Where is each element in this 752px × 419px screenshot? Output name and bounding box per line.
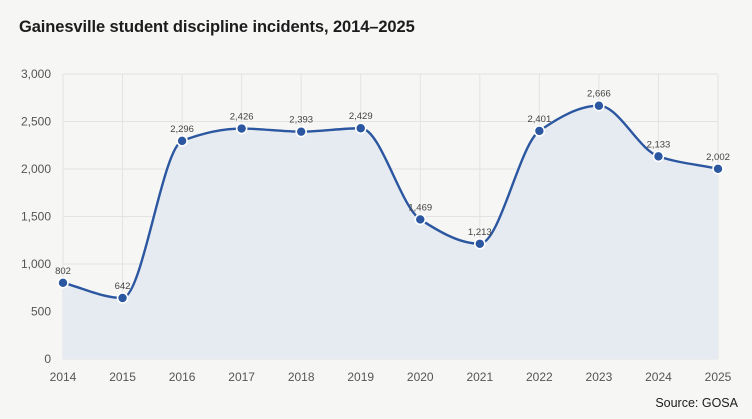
x-tick-label: 2015 xyxy=(109,370,136,384)
data-label: 2,296 xyxy=(170,124,194,135)
y-tick-label: 1,000 xyxy=(21,257,51,271)
x-tick-label: 2018 xyxy=(288,370,315,384)
x-tick-label: 2014 xyxy=(50,370,77,384)
data-label: 2,401 xyxy=(527,114,551,125)
data-point xyxy=(235,122,248,135)
data-point xyxy=(712,163,724,175)
x-tick-label: 2024 xyxy=(645,370,672,384)
x-tick-label: 2017 xyxy=(228,370,255,384)
data-label: 2,393 xyxy=(289,115,313,126)
y-tick-label: 0 xyxy=(44,352,51,366)
x-tick-label: 2022 xyxy=(526,370,553,384)
data-label: 2,002 xyxy=(706,152,730,163)
y-tick-label: 500 xyxy=(31,305,51,319)
x-tick-label: 2020 xyxy=(407,370,434,384)
data-label: 2,429 xyxy=(349,111,373,122)
data-label: 2,133 xyxy=(647,139,671,150)
y-tick-label: 3,000 xyxy=(21,67,51,81)
data-point xyxy=(354,122,367,135)
data-label: 1,213 xyxy=(468,227,492,238)
data-labels: 802 642 2,296 2,426 2,393 2,429 1,469 1,213 2,40… xyxy=(55,89,730,292)
data-label: 2,426 xyxy=(230,112,254,123)
axis-labels: 0 500 1,000 1,500 2,000 2,500 3,000 2014 2015 201… xyxy=(21,67,732,384)
x-tick-label: 2016 xyxy=(169,370,196,384)
data-label: 2,666 xyxy=(587,89,611,100)
data-point xyxy=(176,135,188,147)
data-point xyxy=(414,213,427,226)
data-point xyxy=(295,125,307,138)
y-tick-label: 2,500 xyxy=(21,115,51,129)
x-tick-label: 2021 xyxy=(466,370,493,384)
source-note: Source: GOSA xyxy=(655,396,738,410)
data-point xyxy=(533,125,546,137)
x-tick-label: 2025 xyxy=(705,370,732,384)
data-point xyxy=(593,99,605,112)
data-label: 1,469 xyxy=(408,202,432,213)
x-tick-label: 2019 xyxy=(347,370,374,384)
data-point xyxy=(116,292,129,304)
x-tick-label: 2023 xyxy=(586,370,613,384)
data-point xyxy=(474,237,486,250)
chart-title: Gainesville student discipline incidents… xyxy=(19,18,415,36)
data-label: 642 xyxy=(115,281,131,292)
data-point xyxy=(57,277,69,289)
data-label: 802 xyxy=(55,266,71,277)
y-tick-label: 1,500 xyxy=(21,210,51,224)
data-points xyxy=(57,99,724,304)
area-shape xyxy=(63,105,718,359)
area-fill xyxy=(63,105,718,359)
data-point xyxy=(652,150,665,163)
y-tick-label: 2,000 xyxy=(21,162,51,176)
